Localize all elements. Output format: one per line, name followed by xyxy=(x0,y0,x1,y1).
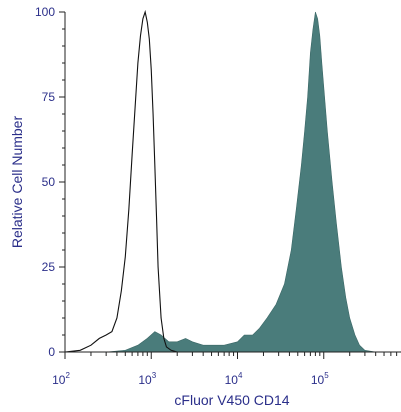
x-tick-label: 102 xyxy=(52,371,70,387)
y-axis-ticks: 0 25 50 75 100 xyxy=(35,5,65,359)
x-tick-label: 104 xyxy=(225,371,243,387)
y-tick-label: 75 xyxy=(42,90,56,104)
y-tick-label: 25 xyxy=(42,260,56,274)
y-axis-label: Relative Cell Number xyxy=(9,116,25,249)
axes xyxy=(64,12,400,353)
outline-histogram-series xyxy=(64,9,401,353)
filled-histogram-series xyxy=(65,11,401,353)
y-tick-label: 100 xyxy=(35,5,55,19)
x-axis-label: cFluor V450 CD14 xyxy=(174,392,289,408)
plot-area xyxy=(64,9,401,353)
x-axis-ticks: 102 103 104 105 xyxy=(52,352,398,387)
x-tick-label: 103 xyxy=(138,371,156,387)
x-tick-label: 105 xyxy=(311,371,329,387)
y-tick-label: 0 xyxy=(48,345,55,359)
y-tick-label: 50 xyxy=(42,175,56,189)
